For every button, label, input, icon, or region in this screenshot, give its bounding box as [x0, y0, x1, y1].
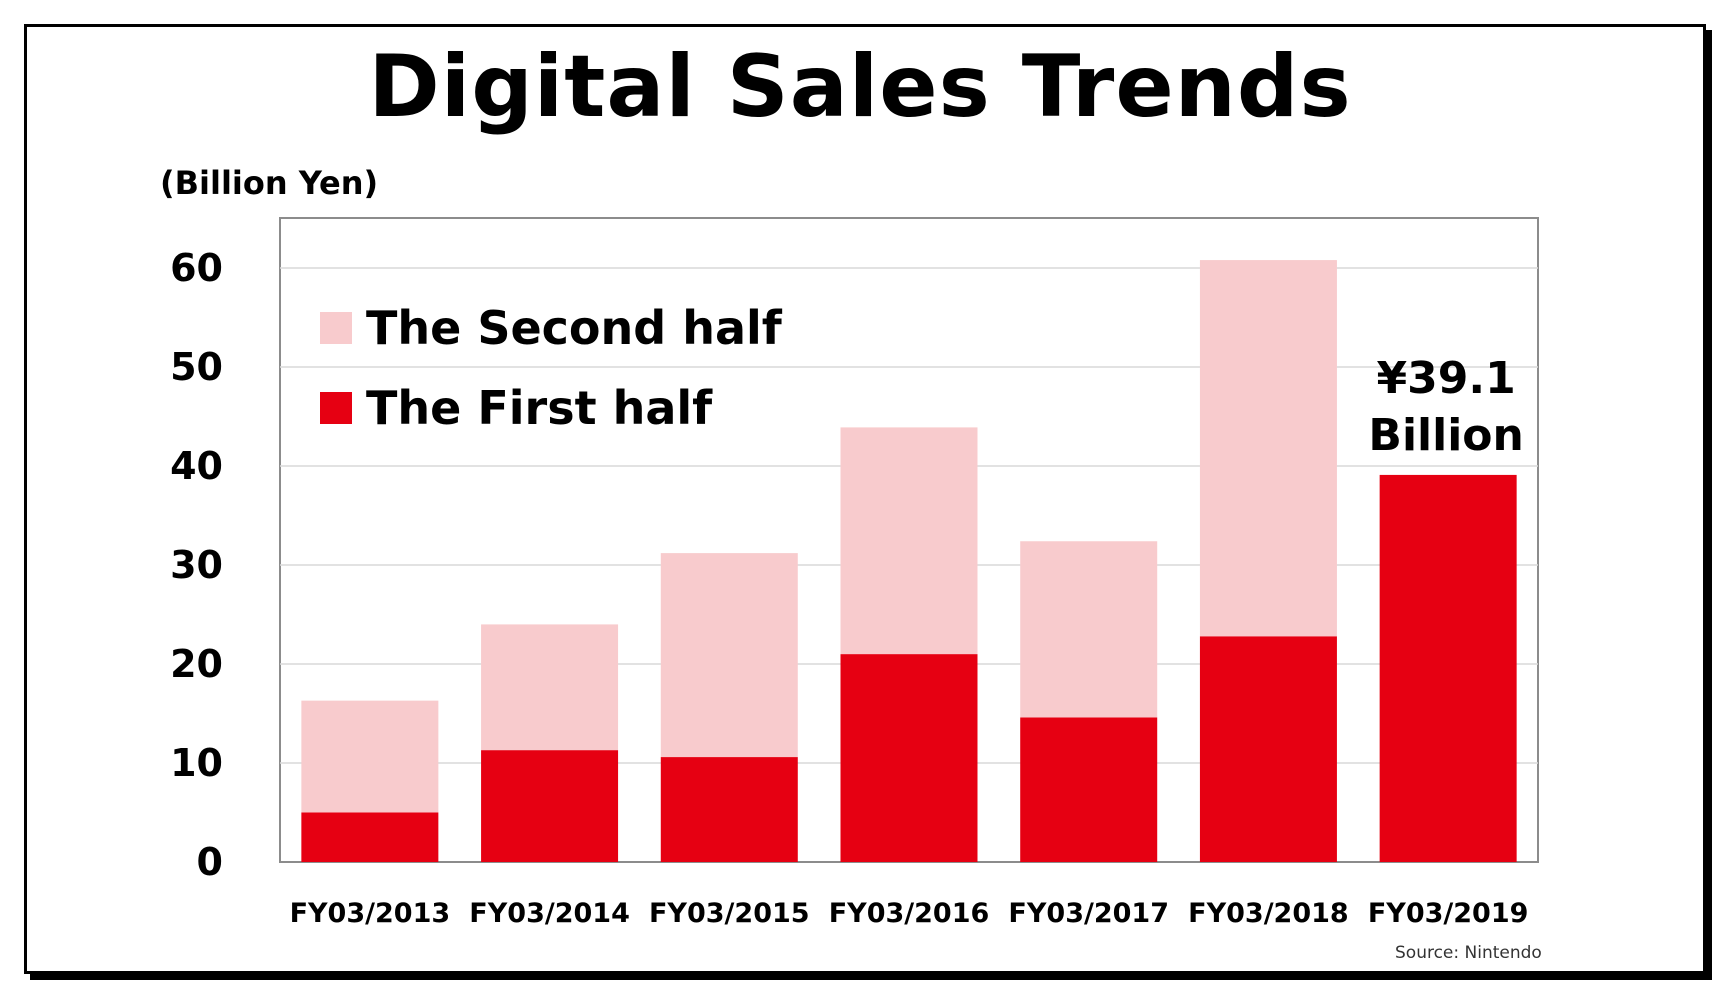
y-axis-unit-label: (Billion Yen) — [160, 164, 379, 202]
x-tick-label: FY03/2016 — [829, 898, 990, 929]
y-tick-label: 0 — [197, 840, 223, 884]
y-tick-label: 30 — [170, 543, 223, 587]
annotation-unit: Billion — [1368, 410, 1523, 461]
bar-second-half — [660, 553, 798, 758]
y-tick-label: 20 — [170, 642, 223, 686]
y-tick-label: 50 — [170, 345, 223, 389]
x-tick-label: FY03/2017 — [1008, 898, 1169, 929]
annotation-value: ¥39.1 — [1377, 353, 1516, 404]
bar-first-half — [1199, 636, 1337, 862]
bar-first-half — [481, 750, 619, 862]
x-tick-label: FY03/2014 — [469, 898, 630, 929]
bar-second-half — [301, 700, 439, 813]
bar-second-half — [481, 624, 619, 751]
y-tick-label: 10 — [170, 741, 223, 785]
x-tick-label: FY03/2018 — [1188, 898, 1349, 929]
bar-second-half — [1199, 260, 1337, 637]
legend-swatch — [320, 392, 352, 424]
y-tick-label: 40 — [170, 444, 223, 488]
x-tick-label: FY03/2013 — [290, 898, 451, 929]
bar-second-half — [1020, 541, 1158, 718]
bar-first-half — [660, 757, 798, 862]
bar-first-half — [840, 654, 978, 862]
chart-title: Digital Sales Trends — [368, 37, 1352, 137]
bar-first-half — [1379, 474, 1517, 862]
legend-label: The First half — [366, 381, 713, 435]
legend-label: The Second half — [366, 301, 783, 355]
y-tick-label: 60 — [170, 246, 223, 290]
source-note: Source: Nintendo — [1395, 943, 1542, 963]
legend-swatch — [320, 312, 352, 344]
bar-first-half — [301, 812, 439, 862]
x-tick-label: FY03/2015 — [649, 898, 810, 929]
bar-first-half — [1020, 717, 1158, 862]
x-tick-label: FY03/2019 — [1368, 898, 1529, 929]
bar-second-half — [840, 427, 978, 655]
